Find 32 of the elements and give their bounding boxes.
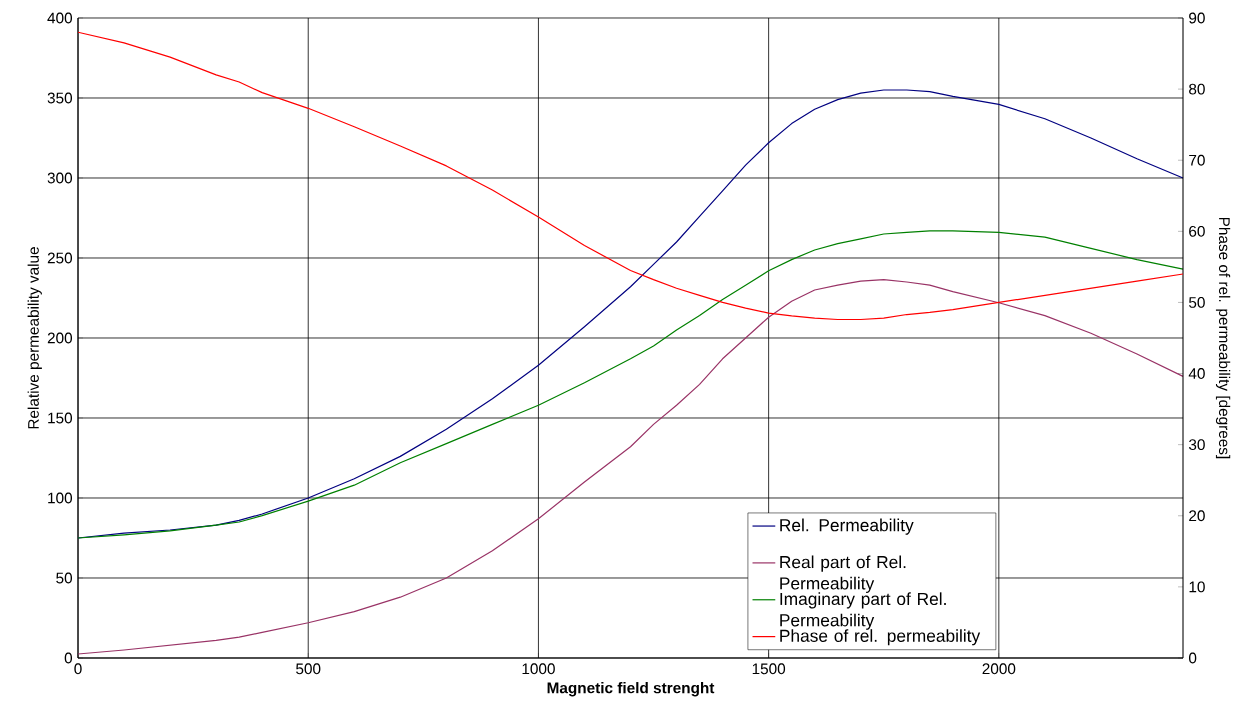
line-series (77, 230, 1184, 539)
y2-tick-label: 60 (1189, 225, 1205, 237)
y2-tick-label: 10 (1189, 581, 1205, 593)
x-tick-label: 2000 (982, 663, 1016, 675)
y-tick-label: 50 (56, 572, 73, 584)
legend-label: Imaginary part of Rel. Permeability (780, 592, 946, 630)
y-axis-title: Relative permeability value (27, 247, 42, 429)
y-tick-label: 400 (47, 12, 73, 24)
legend-label: Real part of Rel. Permeability (780, 555, 906, 593)
y2-tick-label: 80 (1189, 83, 1205, 95)
legend-label: Phase of rel. permeability (780, 629, 981, 646)
y2-tick-label: 30 (1188, 439, 1205, 451)
y-tick-label: 150 (48, 412, 73, 424)
y2-tick-label: 0 (1188, 652, 1197, 664)
x-axis-title: Magnetic field strenght (547, 682, 715, 697)
y2-tick-label: 50 (1188, 297, 1205, 308)
y2-tick-label: 90 (1189, 12, 1205, 24)
y-tick-label: 250 (47, 252, 73, 264)
y-tick-label: 300 (47, 172, 73, 184)
legend-label: Rel. Permeability (780, 518, 914, 535)
y-tick-label: 100 (48, 492, 73, 504)
y2-tick-label: 40 (1188, 368, 1205, 379)
y-tick-label: 200 (47, 332, 73, 344)
x-tick-label: 0 (74, 663, 82, 675)
y2-tick-label: 20 (1189, 510, 1205, 522)
y-tick-label: 350 (47, 92, 73, 104)
x-tick-label: 1000 (522, 663, 555, 675)
x-tick-label: 1500 (752, 663, 786, 675)
x-tick-label: 500 (296, 663, 321, 675)
y2-axis-title: Phase of rel. permeability [degrees] (1215, 217, 1231, 459)
y-tick-label: 0 (64, 652, 73, 664)
y2-tick-label: 70 (1189, 154, 1205, 166)
